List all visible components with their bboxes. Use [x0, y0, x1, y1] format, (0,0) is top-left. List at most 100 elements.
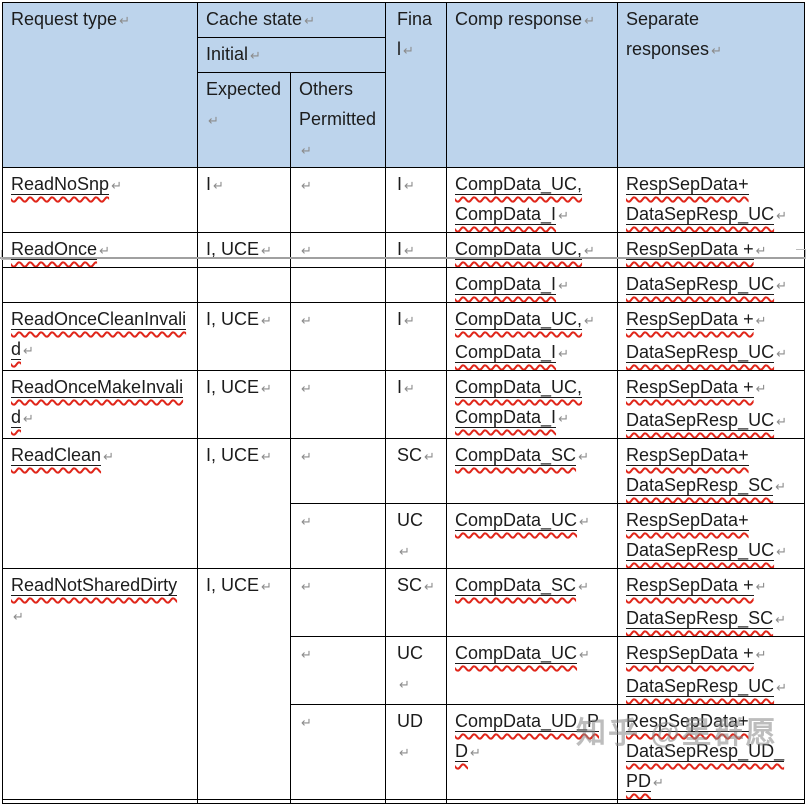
cell-comp-response[interactable]: CompData_SC ↵ [446, 438, 618, 504]
cell-final-state[interactable]: UC ↵ [385, 503, 447, 569]
cell-final-state[interactable]: UC ↵ [385, 636, 447, 705]
cell-text: RespSepData + [626, 309, 754, 330]
cell-final-state[interactable]: I ↵ [385, 167, 447, 233]
table-row: ReadNotSharedDirty↵ I, UCE ↵ ↵ SC ↵ CompData_S… [2, 568, 805, 800]
cell-expected-initial-state[interactable]: I, UCE ↵ [197, 302, 291, 371]
cell-separate-responses[interactable]: RespSepData+ DataSepResp_UC ↵ [617, 503, 805, 569]
cell-separate-responses[interactable]: RespSepData + ↵ DataSepResp_SC ↵ [617, 568, 805, 637]
cell-others-permitted-state[interactable]: ↵ [290, 568, 386, 637]
cell-separate-responses[interactable]: RespSepData+ DataSepResp_UD_PD ↵ [617, 704, 805, 800]
end-of-line-mark: ↵ [13, 610, 24, 625]
header-cache-state[interactable]: Cache state ↵ [197, 2, 386, 38]
cell-line: I ↵ [397, 169, 435, 202]
cell-comp-response[interactable]: CompData_UC ↵ [446, 503, 618, 569]
cell-line: ReadClean ↵ [11, 440, 189, 473]
cell-others-permitted-state[interactable]: ↵ [290, 232, 386, 268]
cell-line: CompData_I ↵ [455, 402, 609, 435]
cell-others-permitted-state[interactable]: ↵ [290, 636, 386, 705]
table-row: ↵ UC↵ CompData_UC ↵ RespSepData + ↵ DataSepRes… [3, 636, 805, 705]
cell-final-state[interactable]: I ↵ [385, 370, 447, 439]
cell-separate-responses[interactable]: RespSepData+ DataSepResp_SC ↵ [617, 438, 805, 504]
end-of-line-mark: ↵ [584, 14, 595, 29]
end-of-line-mark: ↵ [558, 209, 569, 224]
cell-empty[interactable] [446, 799, 618, 804]
header-final[interactable]: Final ↵ [385, 2, 447, 168]
cell-final-state[interactable]: SC ↵ [385, 438, 447, 504]
end-of-line-mark: ↵ [99, 244, 110, 259]
cell-comp-response[interactable]: CompData_UC, ↵ CompData_I ↵ [446, 302, 618, 371]
cell-separate-responses[interactable]: DataSepResp_UC ↵ [617, 267, 805, 303]
cell-line: DataSepResp_UC ↵ [626, 405, 796, 438]
cell-empty[interactable] [197, 267, 291, 303]
cell-separate-responses[interactable]: RespSepData+ DataSepResp_UC ↵ [617, 167, 805, 233]
cell-final-state[interactable]: I ↵ [385, 302, 447, 371]
request-table-part-1: Request type ↵ Cache state ↵ Final ↵ Comp r… [2, 2, 805, 268]
header-comp-response[interactable]: Comp response ↵ [446, 2, 618, 168]
cell-empty[interactable] [197, 799, 291, 804]
cell-request-type-readnotshareddirty[interactable]: ReadNotSharedDirty ↵ [2, 568, 198, 800]
cell-others-permitted-state[interactable]: ↵ [290, 302, 386, 371]
end-of-line-mark: ↵ [776, 347, 787, 362]
end-of-line-mark: ↵ [776, 415, 787, 430]
cell-comp-response[interactable]: CompData_UC, CompData_I ↵ [446, 167, 618, 233]
cell-final-state[interactable]: I ↵ [385, 232, 447, 268]
header-text: Initial [206, 44, 249, 64]
cell-expected-initial-state[interactable]: I, UCE ↵ [197, 232, 291, 268]
cell-request-type-readnosnp[interactable]: ReadNoSnp ↵ [2, 167, 198, 233]
cell-comp-response[interactable]: CompData_UD_PD ↵ [446, 704, 618, 800]
header-initial[interactable]: Initial ↵ [197, 37, 386, 73]
page-split-divider [0, 257, 806, 259]
header-separate-responses[interactable]: Separate responses ↵ [617, 2, 805, 168]
cell-empty[interactable] [2, 267, 198, 303]
cell-comp-response[interactable]: CompData_UC, ↵ [446, 232, 618, 268]
header-others-permitted[interactable]: Others Permitted ↵ [290, 72, 386, 168]
cell-request-type-readonce[interactable]: ReadOnce ↵ [2, 232, 198, 268]
cell-line: RespSepData+ [626, 440, 796, 470]
cell-line: CompData_I ↵ [455, 269, 609, 302]
cell-separate-responses[interactable]: RespSepData + ↵ [617, 232, 805, 268]
cell-empty[interactable] [2, 799, 198, 804]
cell-text: I [397, 377, 403, 397]
cell-comp-response[interactable]: CompData_I ↵ [446, 267, 618, 303]
cell-comp-response[interactable]: CompData_UC ↵ [446, 636, 618, 705]
end-of-line-mark: ↵ [776, 681, 787, 696]
cell-line: CompData_UD_PD ↵ [455, 706, 609, 769]
cell-request-type-readoncemakeinvalid[interactable]: ReadOnceMakeInvalid ↵ [2, 370, 198, 439]
cell-comp-response[interactable]: CompData_SC ↵ [446, 568, 618, 637]
end-of-line-mark: ↵ [213, 179, 224, 194]
cell-request-type-readoncecleaninvalid[interactable]: ReadOnceCleanInvalid ↵ [2, 302, 198, 371]
cell-text: RespSepData+ [626, 510, 749, 531]
end-of-line-mark: ↵ [424, 580, 435, 595]
cell-expected-initial-state[interactable]: I, UCE ↵ [197, 370, 291, 439]
cell-line: I ↵ [397, 234, 435, 267]
cell-others-permitted-state[interactable]: ↵ [290, 370, 386, 439]
cell-line: DataSepResp_SC ↵ [626, 603, 796, 636]
cell-others-permitted-state[interactable]: ↵ [290, 167, 386, 233]
header-request-type[interactable]: Request type ↵ [2, 2, 198, 168]
cell-comp-response[interactable]: CompData_UC, CompData_I ↵ [446, 370, 618, 439]
cell-expected-initial-state[interactable]: I, UCE ↵ [197, 568, 291, 800]
cell-empty[interactable] [290, 267, 386, 303]
cell-separate-responses[interactable]: RespSepData + ↵ DataSepResp_UC ↵ [617, 302, 805, 371]
cell-separate-responses[interactable]: RespSepData + ↵ DataSepResp_UC ↵ [617, 370, 805, 439]
cell-line: CompData_UC, [455, 372, 609, 402]
cell-empty[interactable] [617, 799, 805, 804]
end-of-line-mark: ↵ [755, 314, 767, 329]
cell-text: CompData_UD_PD [455, 711, 600, 762]
header-expected[interactable]: Expected ↵ [197, 72, 291, 168]
cell-others-permitted-state[interactable]: ↵ [290, 438, 386, 504]
cell-line: ReadNotSharedDirty ↵ [11, 570, 189, 633]
cell-others-permitted-state[interactable]: ↵ [290, 704, 386, 800]
cell-final-state[interactable]: UD ↵ [385, 704, 447, 800]
cell-expected-initial-state[interactable]: I, UCE ↵ [197, 438, 291, 569]
cell-line: RespSepData + ↵ [626, 372, 796, 405]
cell-separate-responses[interactable]: RespSepData + ↵ DataSepResp_UC ↵ [617, 636, 805, 705]
cell-empty[interactable] [290, 799, 386, 804]
cell-request-type-readclean[interactable]: ReadClean ↵ [2, 438, 198, 569]
cell-line: CompData_UC ↵ [455, 638, 609, 671]
cell-expected-initial-state[interactable]: I ↵ [197, 167, 291, 233]
cell-empty[interactable] [385, 267, 447, 303]
cell-final-state[interactable]: SC ↵ [385, 568, 447, 637]
cell-others-permitted-state[interactable]: ↵ [290, 503, 386, 569]
cell-empty[interactable] [385, 799, 447, 804]
